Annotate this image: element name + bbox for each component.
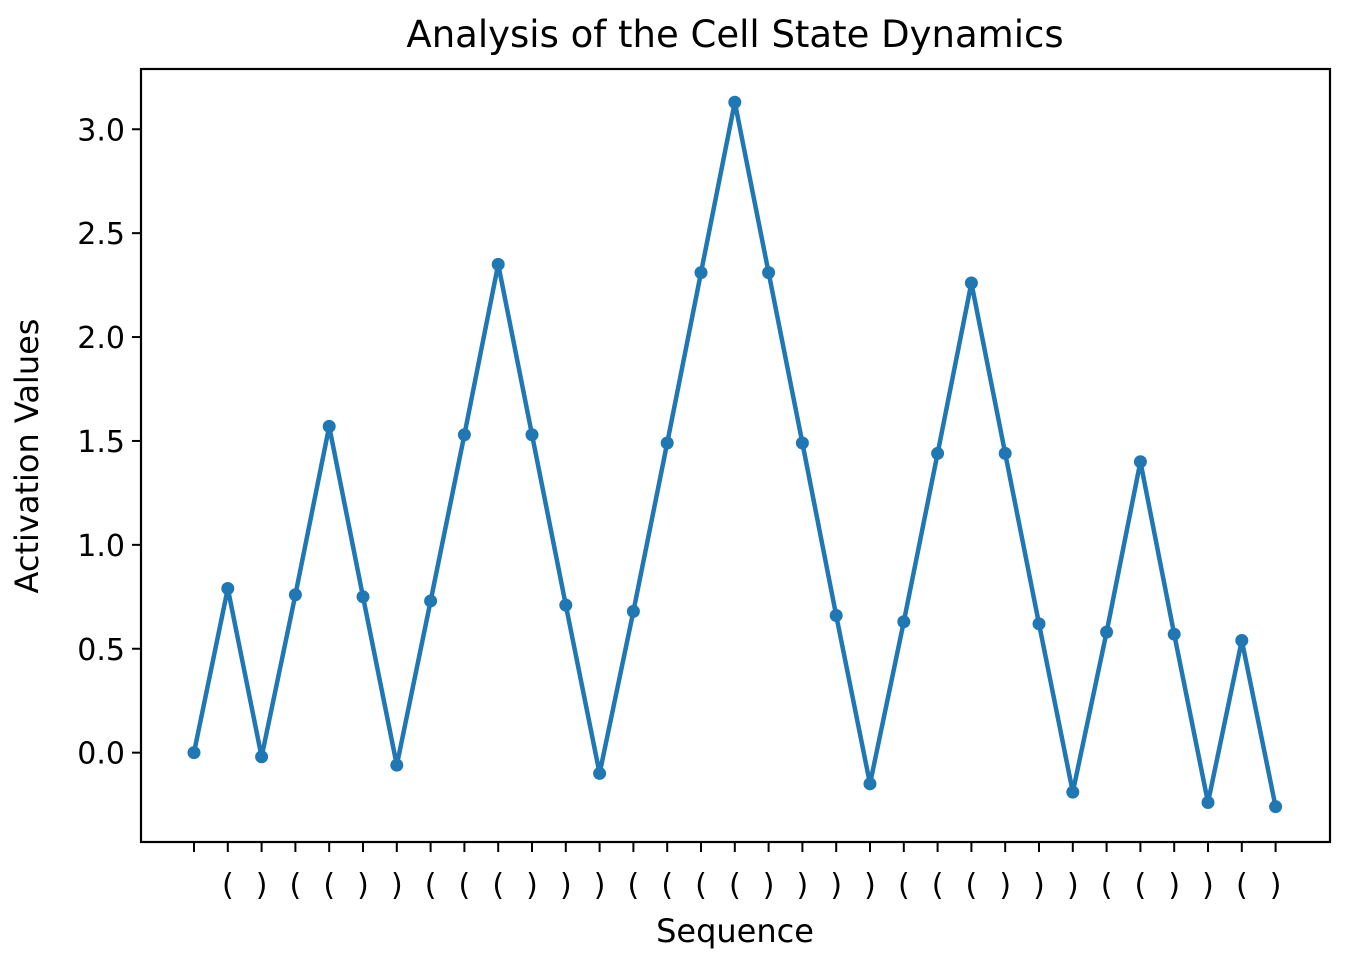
data-point: [829, 609, 843, 623]
x-axis-label: Sequence: [656, 912, 814, 950]
data-point: [762, 266, 776, 280]
data-point: [491, 257, 505, 271]
x-tick-label: (: [290, 868, 302, 903]
data-point: [897, 615, 911, 629]
y-axis-label: Activation Values: [8, 319, 46, 594]
data-point: [694, 266, 708, 280]
data-point: [1201, 796, 1215, 810]
x-tick-label: ): [594, 868, 606, 903]
x-tick-label: (: [459, 868, 471, 903]
x-tick-label: (: [729, 868, 741, 903]
series-line: [191, 99, 1278, 808]
data-point: [1269, 800, 1283, 814]
data-point: [1235, 633, 1249, 647]
x-tick-label: ): [1270, 868, 1282, 903]
data-point: [390, 758, 404, 772]
x-tick-label: (: [222, 868, 234, 903]
x-tick-label: (: [492, 868, 504, 903]
data-point: [288, 588, 302, 602]
x-tick-label: (: [425, 868, 437, 903]
x-tick-label: (: [966, 868, 978, 903]
data-point: [424, 594, 438, 608]
x-tick-label: ): [999, 868, 1011, 903]
plot-area: 0.0 0.5 1.0 1.5 2.0 2.5 3.0 () ( ()) ( ( ())) ( ( ( ()))…: [77, 67, 1332, 903]
data-point: [221, 581, 235, 595]
x-tick-label: ): [357, 868, 369, 903]
data-point: [559, 598, 573, 612]
x-tick-label: ): [391, 868, 403, 903]
data-point: [626, 604, 640, 618]
y-tick-label: 0.0: [77, 737, 125, 772]
y-tick-label: 1.0: [77, 529, 125, 564]
data-point: [998, 446, 1012, 460]
x-tick-label: ): [526, 868, 538, 903]
data-point: [1100, 625, 1114, 639]
x-tick-label: (: [898, 868, 910, 903]
x-tick-label: (: [1236, 868, 1248, 903]
x-tick-label: (: [628, 868, 640, 903]
chart-title: Analysis of the Cell State Dynamics: [406, 13, 1063, 56]
x-tick-label: (: [932, 868, 944, 903]
data-point: [322, 419, 336, 433]
y-tick-label: 2.0: [77, 321, 125, 356]
data-point: [356, 590, 370, 604]
data-point: [525, 428, 539, 442]
data-point: [1133, 455, 1147, 469]
data-point: [863, 777, 877, 791]
x-tick-label: ): [1067, 868, 1079, 903]
x-tick-label: (: [1135, 868, 1147, 903]
plot-frame: [139, 67, 1332, 844]
x-tick-label: ): [763, 868, 775, 903]
data-point: [593, 766, 607, 780]
data-point: [660, 436, 674, 450]
data-point: [931, 446, 945, 460]
x-tick-label: ): [864, 868, 876, 903]
x-tick-label: ): [1202, 868, 1214, 903]
data-point: [728, 95, 742, 109]
data-point: [964, 276, 978, 290]
data-point: [255, 750, 269, 764]
data-point: [1066, 785, 1080, 799]
data-point: [795, 436, 809, 450]
y-tick-label: 1.5: [77, 425, 125, 460]
x-tick-label: ): [1033, 868, 1045, 903]
x-tick-label: (: [323, 868, 335, 903]
x-tick-label: (: [1101, 868, 1113, 903]
y-tick-label: 2.5: [77, 217, 125, 252]
x-tick-label: ): [1168, 868, 1180, 903]
x-tick-label: ): [797, 868, 809, 903]
x-tick-label: (: [695, 868, 707, 903]
y-tick-label: 3.0: [77, 113, 125, 148]
data-point: [1167, 627, 1181, 641]
x-tick-label: ): [830, 868, 842, 903]
y-tick-label: 0.5: [77, 633, 125, 668]
data-point: [187, 746, 201, 760]
x-tick-label: ): [256, 868, 268, 903]
x-tick-label: ): [560, 868, 572, 903]
x-tick-label: (: [661, 868, 673, 903]
data-point: [457, 428, 471, 442]
data-point: [1032, 617, 1046, 631]
